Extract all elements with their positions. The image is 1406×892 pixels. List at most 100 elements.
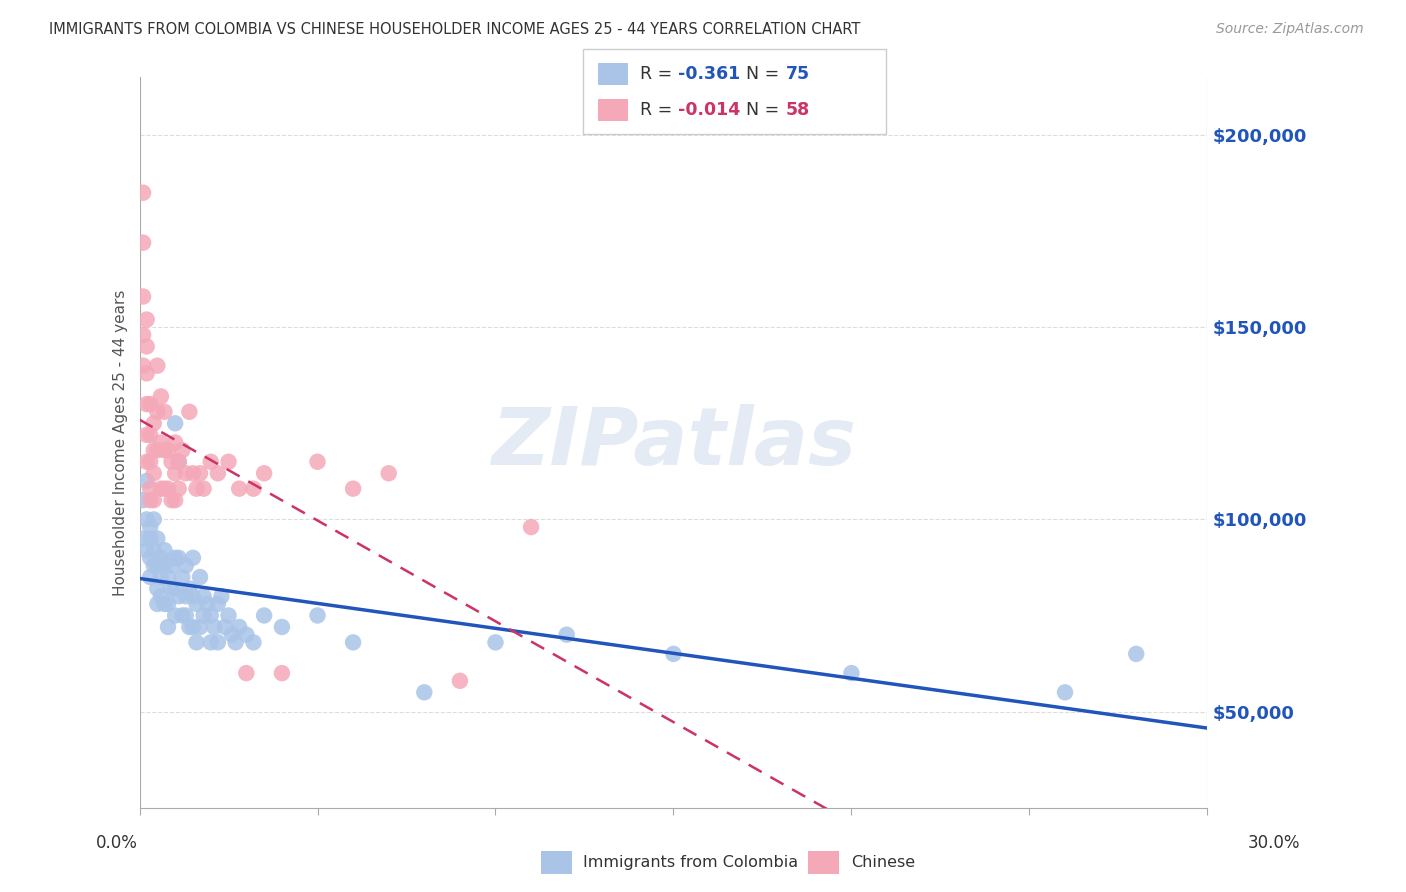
Text: N =: N = [735,65,785,83]
Point [214,620,236,634]
Point [179,582,201,596]
Point [146,597,169,611]
Point [209,589,232,603]
Point [132,186,155,200]
Point [132,359,155,373]
Point [174,558,197,573]
Text: -0.361: -0.361 [678,65,740,83]
Point [135,543,157,558]
Point [271,666,294,681]
Point [153,558,176,573]
Point [179,405,201,419]
Point [153,443,176,458]
Text: 30.0%: 30.0% [1249,834,1301,852]
Point [181,620,204,634]
Point [160,582,183,596]
Point [156,443,179,458]
Point [167,550,190,565]
Point [235,666,257,681]
Point [139,550,162,565]
Point [146,582,169,596]
Point [142,417,165,431]
Point [200,608,222,623]
Point [193,589,215,603]
Point [172,443,194,458]
Point [135,367,157,381]
Point [207,467,229,481]
Point [449,673,471,688]
Point [142,443,165,458]
Point [165,582,187,596]
Point [132,327,155,342]
Point [139,520,162,534]
Point [139,532,162,546]
Text: R =: R = [640,101,678,119]
Point [132,289,155,303]
Point [146,405,169,419]
Text: Immigrants from Colombia: Immigrants from Colombia [583,855,799,870]
Y-axis label: Householder Income Ages 25 - 44 years: Householder Income Ages 25 - 44 years [114,289,128,596]
Text: 0.0%: 0.0% [96,834,138,852]
Point [160,455,183,469]
Point [1125,647,1147,661]
Text: -0.014: -0.014 [678,101,740,119]
Point [188,620,211,634]
Point [142,543,165,558]
Point [218,455,240,469]
Point [271,620,294,634]
Point [139,493,162,508]
Point [342,635,364,649]
Point [202,620,225,634]
Point [520,520,543,534]
Point [142,558,165,573]
Point [242,635,264,649]
Point [132,532,155,546]
Point [135,455,157,469]
Text: R =: R = [640,65,678,83]
Point [139,482,162,496]
Point [413,685,436,699]
Point [186,597,208,611]
Point [139,397,162,411]
Point [165,550,187,565]
Point [174,608,197,623]
Point [165,417,187,431]
Point [484,635,506,649]
Point [307,455,329,469]
Point [153,405,176,419]
Point [165,493,187,508]
Point [165,435,187,450]
Point [174,467,197,481]
Point [181,467,204,481]
Text: N =: N = [735,101,785,119]
Point [149,589,172,603]
Point [253,467,276,481]
Point [165,608,187,623]
Point [188,570,211,584]
Point [193,608,215,623]
Point [146,532,169,546]
Text: 58: 58 [786,101,810,119]
Point [153,482,176,496]
Point [132,235,155,250]
Point [149,550,172,565]
Point [181,589,204,603]
Point [662,647,685,661]
Point [135,312,157,326]
Point [200,455,222,469]
Point [242,482,264,496]
Text: 75: 75 [786,65,810,83]
Point [307,608,329,623]
Point [172,608,194,623]
Point [195,597,218,611]
Point [149,570,172,584]
Point [172,570,194,584]
Point [228,620,250,634]
Point [555,628,578,642]
Point [1053,685,1076,699]
Point [160,558,183,573]
Point [156,620,179,634]
Point [139,427,162,442]
Point [207,597,229,611]
Point [253,608,276,623]
